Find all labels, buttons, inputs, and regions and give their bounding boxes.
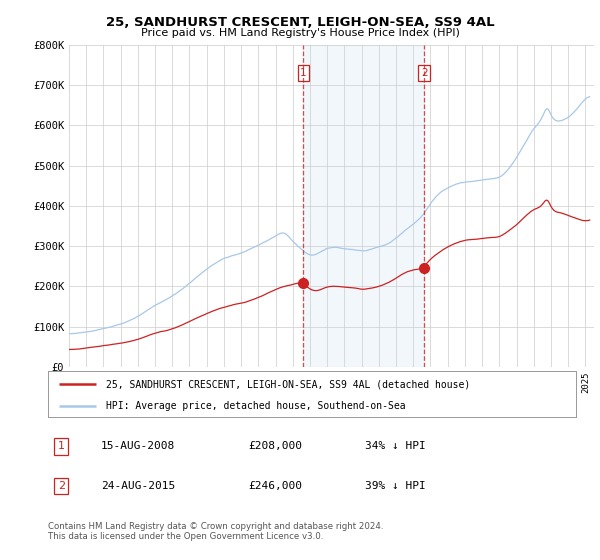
Text: 2: 2	[421, 68, 428, 78]
Text: 24-AUG-2015: 24-AUG-2015	[101, 481, 175, 491]
Text: 39% ↓ HPI: 39% ↓ HPI	[365, 481, 425, 491]
Text: 1: 1	[300, 68, 307, 78]
Text: 1: 1	[58, 441, 65, 451]
Text: 25, SANDHURST CRESCENT, LEIGH-ON-SEA, SS9 4AL: 25, SANDHURST CRESCENT, LEIGH-ON-SEA, SS…	[106, 16, 494, 29]
Text: 34% ↓ HPI: 34% ↓ HPI	[365, 441, 425, 451]
Text: 15-AUG-2008: 15-AUG-2008	[101, 441, 175, 451]
Text: Price paid vs. HM Land Registry's House Price Index (HPI): Price paid vs. HM Land Registry's House …	[140, 28, 460, 38]
Text: £246,000: £246,000	[248, 481, 302, 491]
Text: 2: 2	[58, 481, 65, 491]
Text: HPI: Average price, detached house, Southend-on-Sea: HPI: Average price, detached house, Sout…	[106, 401, 406, 410]
Text: Contains HM Land Registry data © Crown copyright and database right 2024.
This d: Contains HM Land Registry data © Crown c…	[48, 522, 383, 542]
Text: £208,000: £208,000	[248, 441, 302, 451]
Bar	[304, 45, 424, 367]
Text: 25, SANDHURST CRESCENT, LEIGH-ON-SEA, SS9 4AL (detached house): 25, SANDHURST CRESCENT, LEIGH-ON-SEA, SS…	[106, 379, 470, 389]
